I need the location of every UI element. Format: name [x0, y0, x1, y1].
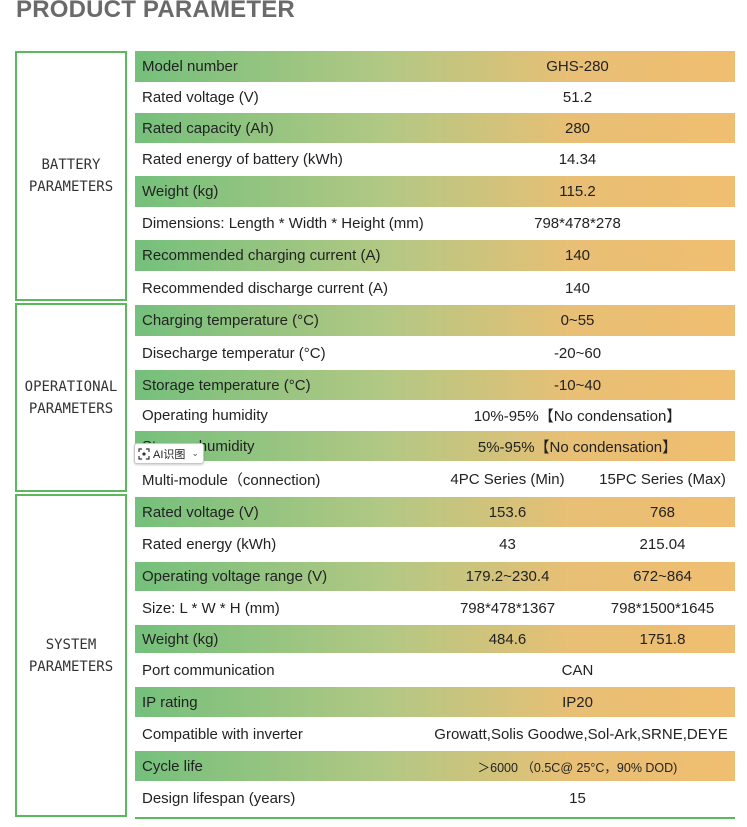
- row-value: 51.2: [562, 89, 593, 106]
- row-value-min: 153.6: [488, 503, 527, 521]
- parameter-table: Model number GHS-280 Rated voltage (V) 5…: [135, 51, 735, 815]
- row-value-max: 672~864: [633, 568, 692, 585]
- table-row: Operating humidity 10%-95%【No condensati…: [135, 400, 735, 431]
- row-value: 140: [564, 247, 591, 264]
- row-value: 798*478*278: [534, 215, 621, 232]
- table-row: IP rating IP20: [135, 687, 735, 717]
- row-value-max: 1751.8: [639, 630, 686, 648]
- table-row: Size: L * W * H (mm) 798*478*1367 798*15…: [135, 591, 735, 625]
- row-label: Rated energy (kWh): [142, 536, 277, 553]
- row-label: Design lifespan (years): [142, 789, 296, 807]
- row-value: Growatt,Solis Goodwe,Sol-Ark,SRNE,DEYE: [434, 725, 728, 743]
- row-label: Charging temperature (°C): [142, 312, 319, 329]
- table-row: Weight (kg) 115.2: [135, 176, 735, 207]
- table-row: Rated capacity (Ah) 280: [135, 113, 735, 143]
- row-label: Weight (kg): [142, 630, 219, 648]
- table-row: Storage humidity 5%-95%【No condensation】: [135, 431, 735, 461]
- row-value: 280: [564, 119, 591, 137]
- row-label: Multi-module（connection): [142, 471, 321, 489]
- table-row: Recommended discharge current (A) 140: [135, 271, 735, 305]
- row-label: Operating voltage range (V): [142, 568, 328, 585]
- table-bottom-border: [135, 817, 735, 819]
- row-value: 0~55: [560, 312, 595, 329]
- table-row: Weight (kg) 484.6 1751.8: [135, 625, 735, 653]
- section-label-battery: BATTERY PARAMETERS: [28, 157, 114, 195]
- row-label: Dimensions: Length * Width * Height (mm): [142, 215, 424, 232]
- row-value: 10%-95%【No condensation】: [473, 408, 682, 425]
- table-row: Rated voltage (V) 51.2: [135, 82, 735, 113]
- table-row: Cycle life ＞6000 （0.5C@ 25°C，90% DOD): [135, 751, 735, 781]
- row-label: IP rating: [142, 693, 198, 711]
- table-row: Storage temperature (°C) -10~40: [135, 370, 735, 400]
- row-value: 5%-95%【No condensation】: [477, 438, 678, 456]
- table-row: Rated voltage (V) 153.6 768: [135, 497, 735, 527]
- row-label: Recommended charging current (A): [142, 247, 381, 264]
- row-value-max: 768: [649, 503, 676, 521]
- row-value: 14.34: [558, 151, 597, 168]
- row-label: Rated capacity (Ah): [142, 119, 274, 137]
- row-value-max: 15PC Series (Max): [599, 470, 726, 488]
- table-row: Model number GHS-280: [135, 51, 735, 82]
- row-value: CAN: [561, 661, 594, 679]
- table-row: Multi-module（connection) 4PC Series (Min…: [135, 461, 735, 497]
- row-value-max: 798*1500*1645: [610, 599, 715, 617]
- ai-badge-label: AI识图: [153, 448, 186, 461]
- table-row: Rated energy of battery (kWh) 14.34: [135, 143, 735, 176]
- row-value: 15: [569, 789, 586, 807]
- row-label: Cycle life: [142, 757, 203, 775]
- row-label: Rated voltage (V): [142, 503, 259, 521]
- table-row: Charging temperature (°C) 0~55: [135, 305, 735, 336]
- row-label: Port communication: [142, 661, 275, 679]
- row-value-min: 798*478*1367: [459, 599, 556, 617]
- row-label: Disecharge temperatur (°C): [142, 344, 326, 362]
- section-label-operational: OPERATIONAL PARAMETERS: [24, 378, 118, 417]
- table-row: Dimensions: Length * Width * Height (mm)…: [135, 207, 735, 240]
- table-row: Recommended charging current (A) 140: [135, 240, 735, 271]
- row-label: Weight (kg): [142, 183, 219, 200]
- row-value-max: 215.04: [639, 536, 686, 553]
- row-label: Storage temperature (°C): [142, 376, 311, 394]
- table-row: Design lifespan (years) 15: [135, 781, 735, 815]
- row-value: 140: [564, 279, 591, 297]
- row-label: Rated energy of battery (kWh): [142, 151, 343, 168]
- section-label-system: SYSTEM PARAMETERS: [28, 636, 114, 675]
- table-row: Compatible with inverter Growatt,Solis G…: [135, 717, 735, 751]
- table-row: Rated energy (kWh) 43 215.04: [135, 527, 735, 562]
- row-value: ＞6000 （0.5C@ 25°C，90% DOD): [477, 760, 678, 775]
- table-row: Port communication CAN: [135, 653, 735, 687]
- row-value-min: 4PC Series (Min): [450, 470, 565, 488]
- row-label: Recommended discharge current (A): [142, 279, 388, 297]
- section-battery: BATTERY PARAMETERS: [15, 51, 127, 301]
- row-label: Compatible with inverter: [142, 725, 303, 743]
- row-value-min: 484.6: [488, 630, 527, 648]
- row-label: Model number: [142, 58, 238, 75]
- row-value: -10~40: [553, 376, 602, 394]
- ai-image-recognition-button[interactable]: AI识图 ⌄: [134, 443, 204, 464]
- page-title: PRODUCT PARAMETER: [16, 0, 295, 23]
- row-value-min: 43: [499, 536, 516, 553]
- row-value-min: 179.2~230.4: [465, 568, 550, 585]
- section-system: SYSTEM PARAMETERS: [15, 494, 127, 817]
- row-label: Rated voltage (V): [142, 89, 259, 106]
- chevron-down-icon: ⌄: [191, 448, 199, 458]
- row-label: Operating humidity: [142, 407, 268, 424]
- row-label: Size: L * W * H (mm): [142, 599, 280, 617]
- row-value: 115.2: [559, 183, 596, 200]
- row-value: IP20: [562, 693, 593, 711]
- table-row: Disecharge temperatur (°C) -20~60: [135, 336, 735, 370]
- table-row: Operating voltage range (V) 179.2~230.4 …: [135, 562, 735, 591]
- row-value: GHS-280: [546, 58, 609, 75]
- section-operational: OPERATIONAL PARAMETERS: [15, 303, 127, 492]
- row-value: -20~60: [553, 344, 602, 362]
- ai-scan-icon: [138, 447, 150, 460]
